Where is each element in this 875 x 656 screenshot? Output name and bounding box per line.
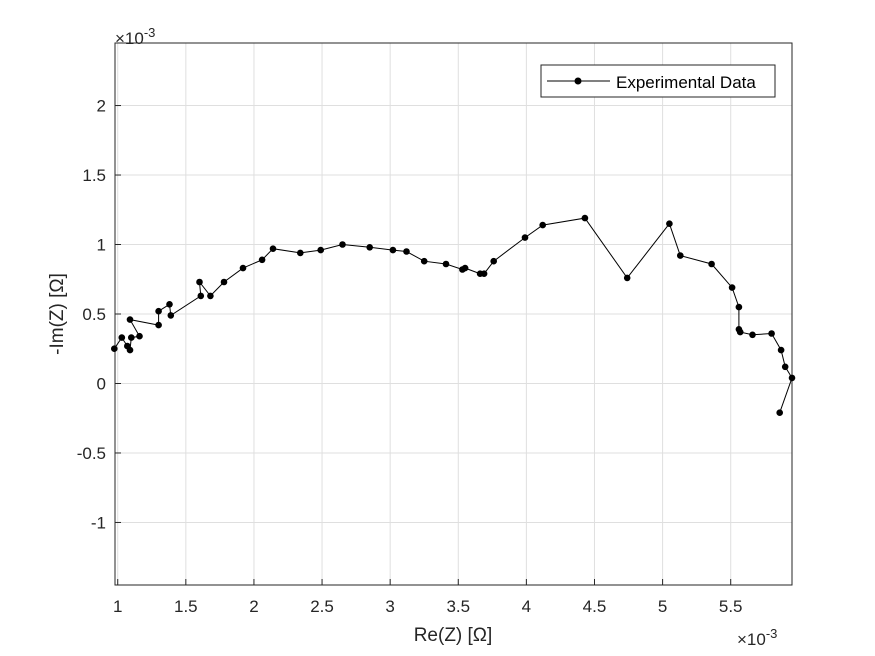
x-tick-label: 5 bbox=[658, 597, 667, 616]
data-point bbox=[777, 346, 785, 354]
y-tick-label: -0.5 bbox=[77, 444, 106, 463]
data-point bbox=[126, 316, 134, 323]
data-point bbox=[749, 331, 756, 339]
x-tick-label: 1.5 bbox=[174, 597, 198, 616]
data-point bbox=[111, 345, 118, 353]
data-point bbox=[128, 334, 135, 341]
data-point bbox=[736, 328, 744, 336]
data-point bbox=[269, 245, 277, 252]
data-point bbox=[728, 284, 736, 291]
x-tick-label: 1 bbox=[113, 597, 122, 616]
data-point bbox=[623, 274, 631, 282]
x-exponent-power: -3 bbox=[766, 626, 778, 641]
x-tick-label: 2.5 bbox=[310, 597, 334, 616]
data-point bbox=[788, 374, 796, 382]
x-axis-label: Re(Z) [Ω] bbox=[414, 625, 493, 646]
data-point bbox=[677, 252, 684, 259]
data-point bbox=[442, 260, 450, 268]
data-point bbox=[521, 234, 529, 241]
data-point bbox=[539, 221, 546, 229]
data-point bbox=[768, 330, 775, 337]
data-point bbox=[167, 312, 175, 319]
data-point bbox=[461, 264, 469, 272]
y-tick-label: -1 bbox=[91, 513, 106, 532]
data-series bbox=[111, 214, 796, 417]
legend-label: Experimental Data bbox=[616, 73, 756, 92]
data-point bbox=[735, 303, 743, 311]
y-tick-label: 2 bbox=[97, 97, 106, 116]
legend: Experimental Data bbox=[540, 64, 776, 98]
y-axis-exponent: ×10-3 bbox=[115, 25, 155, 48]
y-tick-label: 0 bbox=[97, 374, 106, 393]
data-point bbox=[220, 278, 228, 286]
y-tick-label: 0.5 bbox=[82, 305, 106, 324]
data-point bbox=[708, 260, 715, 268]
data-point bbox=[480, 270, 488, 278]
x-tick-label: 5.5 bbox=[719, 597, 743, 616]
data-point bbox=[389, 246, 397, 254]
data-point bbox=[166, 301, 173, 308]
data-point bbox=[258, 256, 266, 264]
x-tick-label: 2 bbox=[249, 597, 258, 616]
y-exponent-power: -3 bbox=[144, 25, 156, 40]
data-point bbox=[297, 249, 304, 257]
data-point bbox=[666, 220, 673, 227]
data-point bbox=[207, 292, 214, 300]
data-point bbox=[776, 409, 783, 417]
data-point bbox=[339, 241, 346, 248]
data-point bbox=[420, 257, 428, 265]
data-point bbox=[366, 244, 374, 251]
data-point bbox=[239, 264, 247, 272]
data-point bbox=[403, 248, 410, 255]
data-point bbox=[118, 334, 126, 341]
data-point bbox=[581, 214, 589, 222]
x-tick-label: 3 bbox=[385, 597, 394, 616]
data-point bbox=[136, 332, 143, 340]
axis-ticks: 1 1.5 2 2.5 3 3.5 4 4.5 5 5.5 2 1.5 1 0.5 0 -0.5 -1 bbox=[77, 97, 743, 616]
y-tick-label: 1.5 bbox=[82, 166, 106, 185]
x-tick-label: 4.5 bbox=[583, 597, 607, 616]
data-point bbox=[155, 307, 162, 315]
y-exponent-base: ×10 bbox=[115, 29, 144, 48]
y-tick-label: 1 bbox=[97, 236, 106, 255]
x-tick-label: 3.5 bbox=[446, 597, 470, 616]
data-point bbox=[317, 246, 325, 254]
grid bbox=[115, 43, 792, 585]
data-point bbox=[197, 292, 205, 300]
x-tick-label: 4 bbox=[522, 597, 531, 616]
x-axis-exponent: ×10-3 bbox=[737, 626, 777, 649]
y-axis-label: -Im(Z) [Ω] bbox=[47, 273, 68, 355]
x-exponent-base: ×10 bbox=[737, 630, 766, 649]
legend-marker-sample bbox=[574, 77, 582, 85]
data-point bbox=[781, 363, 789, 371]
data-point bbox=[155, 321, 162, 329]
data-point bbox=[490, 257, 498, 265]
data-point bbox=[196, 278, 203, 286]
data-point bbox=[126, 346, 134, 354]
